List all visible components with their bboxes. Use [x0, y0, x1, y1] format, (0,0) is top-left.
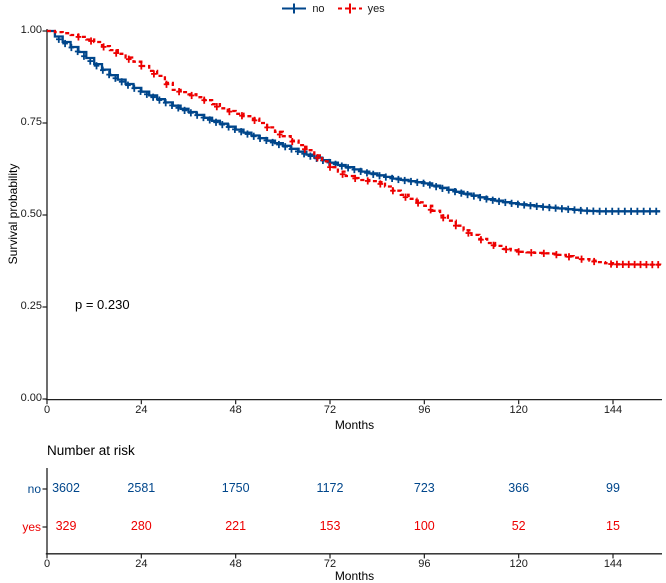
risk-count-no: 366 — [508, 481, 530, 495]
legend-item-yes: yes — [337, 2, 385, 15]
risk-count-no: 99 — [606, 481, 620, 495]
censor-marks-no — [55, 35, 660, 215]
y-tick-label: 0.50 — [20, 208, 42, 220]
y-tick-label: 0.00 — [20, 392, 42, 404]
risk-count-yes: 280 — [130, 519, 152, 533]
y-tick-label: 0.25 — [20, 300, 42, 312]
legend-label-yes: yes — [367, 2, 385, 15]
risk-x-axis-title: Months — [334, 569, 375, 583]
x-tick-label: 120 — [509, 404, 528, 416]
risk-count-yes: 153 — [319, 519, 341, 533]
x-tick-label: 96 — [418, 404, 431, 416]
risk-count-no: 1172 — [316, 481, 344, 495]
risk-count-no: 723 — [413, 481, 435, 495]
legend: no yes — [0, 2, 666, 15]
y-tick-label: 0.75 — [20, 116, 42, 128]
risk-count-yes: 221 — [225, 519, 247, 533]
x-tick-label: 72 — [323, 404, 337, 416]
x-tick-label: 24 — [135, 404, 148, 416]
risk-count-yes: 52 — [511, 519, 526, 533]
risk-count-yes: 329 — [55, 519, 77, 533]
risk-count-no: 2581 — [127, 481, 156, 495]
x-tick-label: 144 — [603, 404, 623, 416]
risk-x-tick-label: 144 — [603, 558, 623, 570]
legend-item-no: no — [281, 2, 325, 15]
risk-row-label-yes: yes — [22, 520, 41, 534]
risk-count-yes: 15 — [606, 519, 620, 533]
risk-x-tick-label: 24 — [135, 558, 148, 570]
x-axis-title: Months — [334, 418, 375, 432]
legend-label-no: no — [312, 2, 325, 15]
survival-curve-no — [47, 29, 661, 213]
censor-marks-yes — [75, 33, 662, 269]
risk-x-tick-label: 0 — [43, 558, 51, 570]
risk-count-no: 3602 — [52, 481, 80, 495]
risk-x-tick-label: 48 — [229, 558, 242, 570]
y-tick-label: 1.00 — [20, 24, 42, 36]
legend-marker-yes-icon — [337, 3, 362, 14]
risk-x-tick-label: 120 — [509, 558, 528, 570]
legend-marker-no-icon — [282, 3, 307, 14]
risk-count-yes: 100 — [413, 519, 435, 533]
x-tick-label: 48 — [229, 404, 242, 416]
risk-count-no: 1750 — [221, 481, 250, 495]
risk-x-tick-label: 72 — [323, 558, 337, 570]
risk-x-tick-label: 96 — [418, 558, 431, 570]
p-value-annotation: p = 0.230 — [75, 297, 130, 312]
x-tick-label: 0 — [43, 404, 51, 416]
risk-table-title: Number at risk — [47, 443, 135, 458]
risk-row-label-no: no — [27, 482, 41, 496]
survival-curve-yes — [47, 29, 662, 266]
